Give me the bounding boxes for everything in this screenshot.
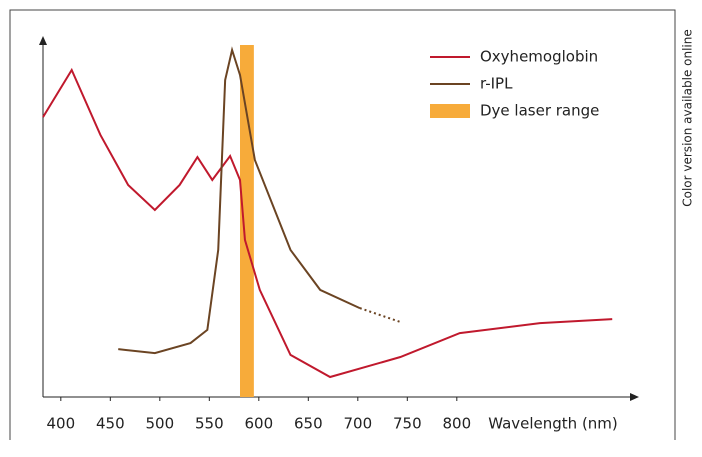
x-arrow	[630, 393, 639, 401]
legend-label: Oxyhemoglobin	[480, 48, 598, 66]
x-tick-label: 650	[294, 415, 323, 433]
x-tick-label: 550	[195, 415, 224, 433]
line	[42, 67, 613, 379]
x-axis-label: Wavelength (nm)	[488, 415, 618, 433]
side-note: Color version available online	[681, 29, 695, 207]
x-tick-label: 700	[343, 415, 372, 433]
legend-swatch	[430, 104, 470, 118]
legend-label: r-IPL	[480, 75, 513, 93]
y-arrow	[39, 36, 47, 45]
line-dotted	[359, 307, 401, 323]
band	[240, 45, 254, 397]
x-tick-label: 600	[244, 415, 273, 433]
x-tick-label: 500	[145, 415, 174, 433]
frame	[9, 9, 676, 440]
legend-label: Dye laser range	[480, 102, 599, 120]
x-tick-label: 800	[442, 415, 471, 433]
line	[118, 46, 361, 355]
x-tick-label: 450	[96, 415, 125, 433]
x-tick-label: 750	[393, 415, 422, 433]
x-tick-label: 400	[46, 415, 75, 433]
